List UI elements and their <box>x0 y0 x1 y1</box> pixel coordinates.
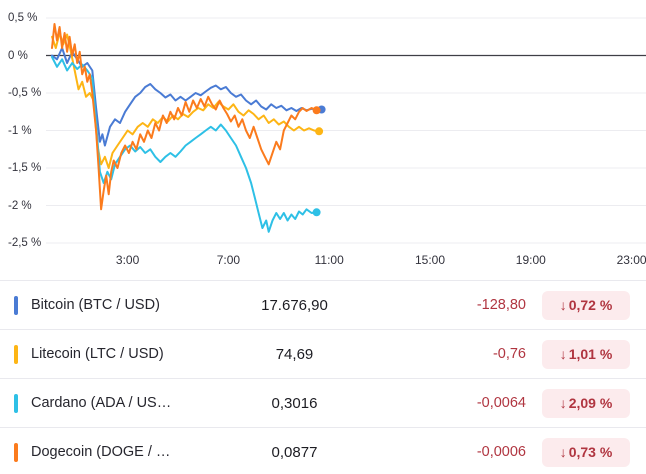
series-endpoint-cardano <box>312 208 321 217</box>
down-arrow-icon: ↓ <box>559 395 567 411</box>
x-axis-label: 3:00 <box>115 253 140 267</box>
change-pct-badge: ↓ 1,01 % <box>542 339 630 369</box>
table-row[interactable]: Litecoin (LTC / USD) 74,69 -0,76 ↓ 1,01 % <box>0 329 646 378</box>
chart-area[interactable]: 0,5 % 0 % -0,5 % -1 % -1,5 % -2 % -2,5 % 3:00 7… <box>0 0 646 280</box>
change-pct-badge: ↓ 2,09 % <box>542 388 630 418</box>
y-axis-label: -2,5 % <box>8 237 42 249</box>
coin-price: 17.676,90 <box>261 296 328 314</box>
coin-name: Dogecoin (DOGE / … <box>31 444 171 460</box>
coin-change-abs: -0,76 <box>492 346 526 362</box>
coin-name: Bitcoin (BTC / USD) <box>31 297 160 313</box>
coin-color-bar <box>14 295 18 315</box>
coin-change-pct: 0,73 % <box>568 444 613 460</box>
coin-color-bar <box>14 344 18 364</box>
coin-change-abs: -128,80 <box>476 297 526 313</box>
coin-name: Cardano (ADA / US… <box>31 395 172 411</box>
change-pct-badge: ↓ 0,73 % <box>542 437 630 467</box>
series-endpoint-dogecoin <box>312 106 321 115</box>
coin-change-pct: 2,09 % <box>568 395 613 411</box>
table-row[interactable]: Dogecoin (DOGE / … 0,0877 -0,0006 ↓ 0,73 % <box>0 427 646 474</box>
coin-color-bar <box>14 442 18 462</box>
x-axis-label: 7:00 <box>216 253 241 267</box>
down-arrow-icon: ↓ <box>559 346 567 362</box>
series-line-dogecoin <box>51 23 318 211</box>
y-axis-label: -0,5 % <box>8 87 42 99</box>
coin-color-bar <box>14 393 18 413</box>
y-axis-label: 0,5 % <box>8 12 38 24</box>
coin-price: 0,3016 <box>271 394 318 412</box>
down-arrow-icon: ↓ <box>559 297 567 313</box>
coin-change-abs: -0,0006 <box>476 444 526 460</box>
x-axis-label: 19:00 <box>515 253 546 267</box>
coin-price: 0,0877 <box>271 443 318 461</box>
coin-name: Litecoin (LTC / USD) <box>31 346 164 362</box>
y-axis-label: 0 % <box>8 49 28 62</box>
series-line-bitcoin <box>51 47 323 147</box>
y-axis-label: -1,5 % <box>8 162 42 174</box>
coin-change-abs: -0,0064 <box>476 395 526 411</box>
price-chart[interactable] <box>0 0 646 248</box>
x-axis-label: 11:00 <box>314 253 344 267</box>
coin-change-pct: 1,01 % <box>568 346 613 362</box>
change-pct-badge: ↓ 0,72 % <box>542 290 630 320</box>
x-axis-label: 23:00 <box>616 253 646 267</box>
table-row[interactable]: Bitcoin (BTC / USD) 17.676,90 -128,80 ↓ 0,72… <box>0 280 646 329</box>
y-axis-label: -1 % <box>8 124 32 137</box>
coin-price: 74,69 <box>275 345 314 363</box>
x-axis-label: 15:00 <box>414 253 446 267</box>
y-axis-label: -2 % <box>8 199 32 212</box>
quotes-table: Bitcoin (BTC / USD) 17.676,90 -128,80 ↓ 0,72… <box>0 280 646 474</box>
coin-change-pct: 0,72 % <box>568 297 613 313</box>
table-row[interactable]: Cardano (ADA / US… 0,3016 -0,0064 ↓ 2,09 % <box>0 378 646 427</box>
down-arrow-icon: ↓ <box>559 444 567 460</box>
series-endpoint-litecoin <box>315 127 324 136</box>
